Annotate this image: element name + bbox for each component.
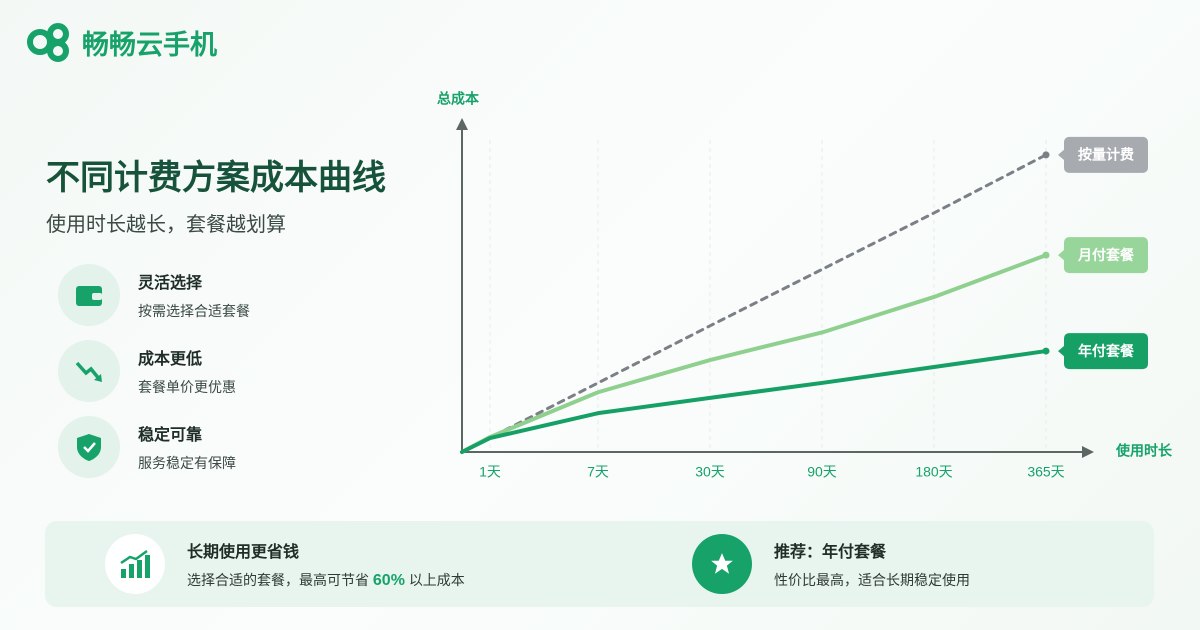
legend-pointer <box>1058 345 1065 358</box>
icon <box>75 361 102 382</box>
legend-badge <box>1064 333 1148 370</box>
feature-title: 稳定可靠 <box>138 427 203 444</box>
icon <box>77 434 101 461</box>
footer-left: 长期使用更省钱选择合适的套餐，最高可节省 60% 以上成本 <box>105 534 465 594</box>
logo-icon <box>27 23 69 62</box>
feature-title: 成本更低 <box>138 351 203 368</box>
end-point <box>1042 251 1050 259</box>
feature-desc: 套餐单价更优惠 <box>138 379 236 395</box>
x-tick-label: 180天 <box>915 464 952 480</box>
icon <box>76 286 102 306</box>
footer-desc: 选择合适的套餐，最高可节省 60% 以上成本 <box>187 570 465 590</box>
legend-badge <box>1064 136 1148 173</box>
series-line <box>460 349 1048 454</box>
title: 不同计费方案成本曲线 <box>46 159 386 197</box>
footer-desc: 性价比最高，适合长期稳定使用 <box>774 572 970 588</box>
logo: 畅畅云手机 <box>26 22 217 62</box>
legend-badge <box>1064 237 1148 274</box>
axis-arrow <box>1082 446 1094 458</box>
legend-pointer <box>1058 148 1065 161</box>
y-axis-title: 总成本 <box>437 91 480 107</box>
feature: 稳定可靠服务稳定有保障 <box>58 416 236 478</box>
x-tick-label: 30天 <box>695 464 725 480</box>
feature-title: 灵活选择 <box>138 275 203 292</box>
axis-arrow <box>456 118 468 130</box>
x-axis-title: 使用时长 <box>1115 443 1173 459</box>
footer-title: 推荐：年付套餐 <box>774 544 887 561</box>
legend-pointer <box>1058 249 1065 262</box>
icon <box>120 549 150 578</box>
legend-label: 按量计费 <box>1078 147 1134 163</box>
footer-right: 推荐：年付套餐性价比最高，适合长期稳定使用 <box>692 534 970 594</box>
legend-label: 年付套餐 <box>1078 343 1135 359</box>
end-point <box>1042 347 1050 355</box>
x-tick-label: 90天 <box>807 464 837 480</box>
end-point <box>1042 151 1050 159</box>
footer-title: 长期使用更省钱 <box>187 544 300 561</box>
feature: 成本更低套餐单价更优惠 <box>58 340 236 402</box>
footer: 长期使用更省钱选择合适的套餐，最高可节省 60% 以上成本 推荐：年付套餐性价比… <box>45 521 1154 607</box>
feature: 灵活选择按需选择合适套餐 <box>58 264 250 326</box>
highlight: 60% <box>372 572 405 589</box>
series-line <box>460 153 1048 454</box>
legend-label: 月付套餐 <box>1077 247 1135 263</box>
x-tick-label: 365天 <box>1027 464 1064 480</box>
icon <box>711 553 733 574</box>
feature-desc: 服务稳定有保障 <box>138 455 236 471</box>
feature-desc: 按需选择合适套餐 <box>138 303 250 319</box>
x-tick-label: 1天 <box>479 464 501 480</box>
x-tick-label: 7天 <box>587 464 609 480</box>
subtitle: 使用时长越长，套餐越划算 <box>46 214 286 236</box>
text: 选择合适的套餐，最高可节省 <box>187 572 369 588</box>
text: 以上成本 <box>408 572 465 588</box>
brand: 畅畅云手机 <box>82 29 217 60</box>
